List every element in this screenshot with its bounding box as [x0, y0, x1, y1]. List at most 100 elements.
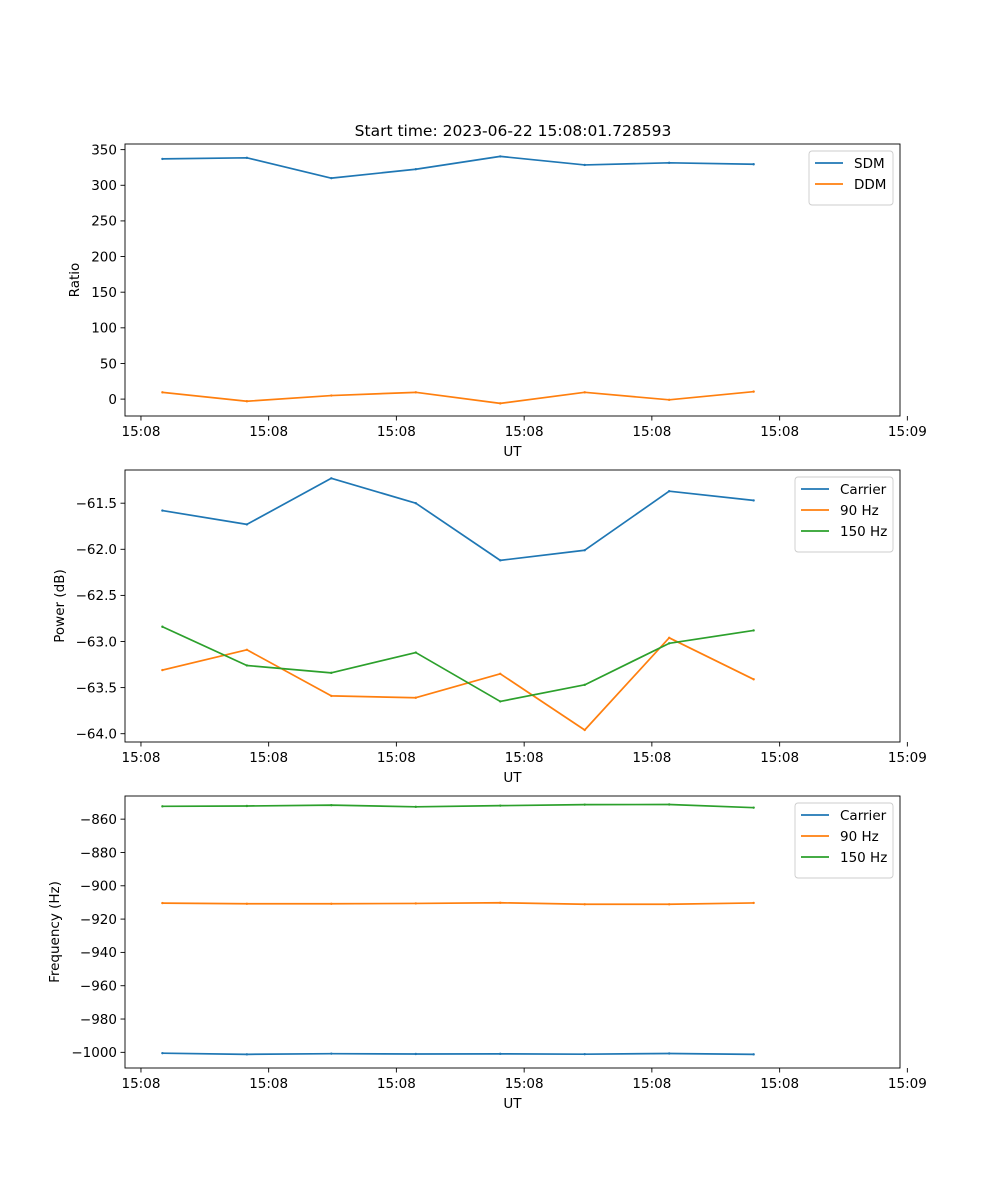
data-point-carrier: [499, 559, 502, 562]
data-point-150-hz: [245, 664, 249, 667]
x-tick-label: 15:08: [505, 750, 544, 766]
x-axis-label: UT: [503, 444, 522, 460]
data-point-sdm: [752, 163, 755, 166]
x-axis-label: UT: [503, 770, 522, 786]
y-tick-label: 200: [91, 249, 117, 265]
data-point-ddm: [330, 394, 333, 397]
data-point-sdm: [583, 163, 586, 167]
data-point-90-hz: [499, 901, 502, 904]
y-tick-label: −62.0: [76, 542, 117, 558]
data-point-ddm: [667, 398, 671, 402]
x-tick-label: 15:09: [888, 424, 927, 440]
legend-box: [794, 802, 894, 879]
legend-label-150-hz: 150 Hz: [840, 850, 887, 866]
x-tick-label: 15:08: [122, 424, 161, 440]
legend: SDM DDM: [808, 150, 894, 206]
data-point-150-hz: [414, 651, 417, 654]
x-tick-label: 15:08: [249, 424, 288, 440]
y-tick-label: −940: [80, 945, 117, 961]
data-point-sdm: [667, 161, 671, 165]
x-tick-label: 15:08: [377, 750, 416, 766]
legend-box: [794, 476, 894, 553]
data-point-carrier: [752, 499, 755, 502]
legend-label-sdm: SDM: [854, 156, 885, 172]
chart-panel-1: 15:08 15:08 15:08 15:08 15:08 15:08 15:09 0 50 10…: [67, 142, 927, 460]
data-point-carrier: [330, 477, 333, 480]
data-point-sdm: [499, 155, 502, 158]
data-point-carrier: [245, 523, 249, 526]
legend-label-90-hz: 90 Hz: [840, 503, 879, 519]
series-line-sdm: [161, 155, 755, 179]
data-point-carrier: [752, 1053, 755, 1056]
x-tick-label: 15:09: [888, 1076, 927, 1092]
x-tick-label: 15:08: [632, 1076, 671, 1092]
x-tick-label: 15:08: [249, 750, 288, 766]
data-point-90-hz: [752, 678, 755, 681]
data-point-150-hz: [245, 804, 249, 808]
data-point-150-hz: [499, 804, 502, 807]
data-point-150-hz: [752, 806, 755, 809]
series-line-carrier: [161, 1052, 755, 1056]
data-point-150-hz: [583, 683, 586, 687]
chart-panel-2: 15:08 15:08 15:08 15:08 15:08 15:08 15:09 −64.0…: [52, 469, 927, 786]
x-tick-label: 15:08: [122, 1076, 161, 1092]
data-point-90-hz: [245, 902, 249, 905]
data-point-90-hz: [499, 672, 502, 675]
y-tick-label: −63.5: [76, 680, 117, 696]
legend-label-90-hz: 90 Hz: [840, 829, 879, 845]
data-point-carrier: [414, 501, 417, 505]
data-point-ddm: [414, 391, 417, 394]
data-point-sdm: [161, 157, 164, 161]
legend-box: [808, 150, 894, 206]
data-point-sdm: [330, 176, 333, 180]
y-tick-label: −960: [80, 979, 117, 995]
x-axis-label: UT: [503, 1096, 522, 1112]
data-point-90-hz: [667, 636, 671, 640]
data-point-150-hz: [414, 805, 417, 809]
data-point-sdm: [245, 156, 249, 160]
y-tick-label: 350: [91, 142, 117, 158]
panels: 15:08 15:08 15:08 15:08 15:08 15:08 15:09 0 50 10…: [47, 142, 927, 1112]
legend-label-carrier: Carrier: [840, 482, 887, 498]
data-point-150-hz: [330, 671, 333, 675]
data-point-sdm: [414, 168, 417, 171]
data-point-ddm: [752, 390, 755, 393]
chart-panel-3: 15:08 15:08 15:08 15:08 15:08 15:08 15:09 −1000…: [47, 795, 927, 1112]
legend: Carrier 90 Hz 150 Hz: [794, 476, 894, 553]
y-tick-label: −880: [80, 845, 117, 861]
data-point-carrier: [583, 1052, 586, 1056]
data-point-90-hz: [583, 728, 586, 732]
x-tick-label: 15:08: [632, 424, 671, 440]
x-tick-label: 15:09: [888, 750, 927, 766]
y-tick-label: −1000: [71, 1045, 117, 1061]
data-point-carrier: [330, 1052, 333, 1055]
data-point-carrier: [667, 1052, 671, 1055]
data-point-150-hz: [667, 803, 671, 806]
data-point-carrier: [245, 1053, 249, 1056]
data-point-90-hz: [330, 902, 333, 905]
series-line-90-hz: [161, 636, 755, 731]
y-tick-label: 100: [91, 321, 117, 337]
y-tick-label: −62.5: [76, 588, 117, 604]
series-line-150-hz: [161, 803, 755, 809]
y-axis-label: Power (dB): [52, 569, 68, 642]
y-tick-label: 150: [91, 285, 117, 301]
data-point-150-hz: [499, 700, 502, 703]
data-point-90-hz: [161, 668, 164, 672]
data-point-90-hz: [752, 901, 755, 905]
data-point-90-hz: [414, 902, 417, 905]
y-tick-label: 0: [108, 392, 117, 408]
legend-label-carrier: Carrier: [840, 808, 887, 824]
plot-area-frame: [124, 143, 901, 417]
x-tick-label: 15:08: [760, 1076, 799, 1092]
data-point-150-hz: [752, 629, 755, 632]
data-point-ddm: [583, 391, 586, 394]
data-point-carrier: [414, 1052, 417, 1056]
y-tick-label: −920: [80, 912, 117, 928]
data-point-carrier: [499, 1052, 502, 1056]
data-point-150-hz: [667, 642, 671, 645]
x-tick-label: 15:08: [760, 424, 799, 440]
series-line-150-hz: [161, 625, 755, 703]
data-point-90-hz: [583, 903, 586, 906]
